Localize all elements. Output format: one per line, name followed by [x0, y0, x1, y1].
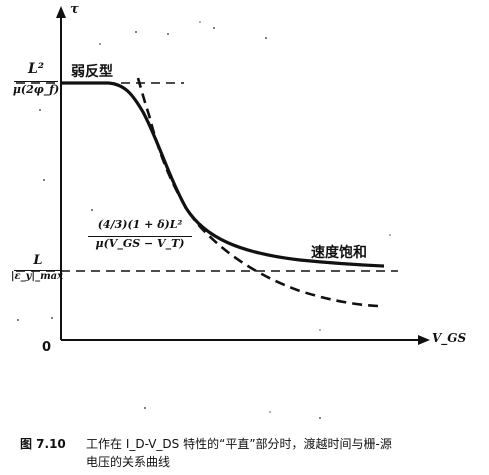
- origin-label: 0: [42, 340, 52, 355]
- velocity-saturation-label: 速度饱和: [311, 245, 367, 261]
- y-axis-label: τ: [70, 2, 79, 17]
- y-mark-bottom-fraction-bar: [14, 270, 60, 271]
- scan-speckles: [17, 21, 391, 419]
- y-mark-top-denominator: μ(2φ_f): [12, 83, 60, 96]
- x-axis-arrow: [418, 335, 430, 345]
- caption-line-1: 工作在 I_D-V_DS 特性的“平直”部分时，渡越时间与栅-源: [86, 437, 392, 451]
- y-mark-bottom-denominator: |ε_y|_max: [10, 271, 64, 282]
- y-axis-arrow: [56, 6, 66, 18]
- weak-inversion-label: 弱反型: [71, 64, 113, 80]
- square-law-asymptote-curve: [136, 77, 379, 308]
- transit-time-curve: [61, 81, 385, 268]
- caption-line-2: 电压的关系曲线: [86, 455, 171, 469]
- caption-number: 图 7.10: [20, 437, 66, 451]
- y-mark-bottom-numerator: L: [33, 253, 43, 268]
- formula-fraction-bar: [88, 236, 192, 237]
- y-mark-top-fraction-bar: [14, 81, 58, 82]
- formula-numerator: (4/3)(1 + δ)L²: [97, 218, 183, 231]
- x-axis-label: V_GS: [432, 331, 467, 345]
- formula-denominator: μ(V_GS − V_T): [95, 237, 185, 250]
- y-mark-top-numerator: L²: [28, 61, 44, 77]
